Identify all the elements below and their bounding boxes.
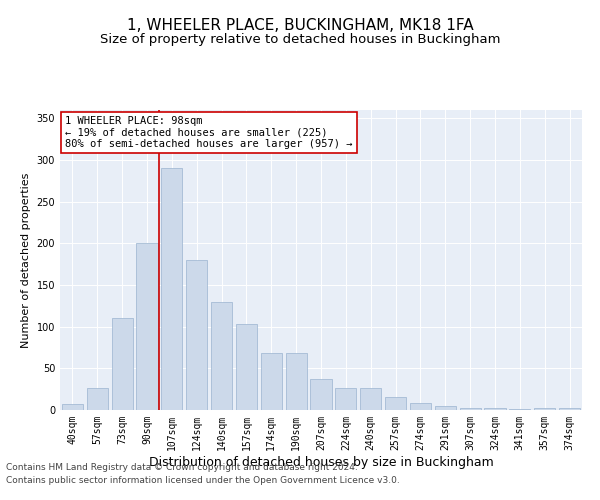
Text: Contains HM Land Registry data © Crown copyright and database right 2024.: Contains HM Land Registry data © Crown c… bbox=[6, 464, 358, 472]
Bar bbox=[360, 388, 381, 410]
Bar bbox=[261, 354, 282, 410]
Text: Contains public sector information licensed under the Open Government Licence v3: Contains public sector information licen… bbox=[6, 476, 400, 485]
Bar bbox=[286, 354, 307, 410]
Bar bbox=[211, 302, 232, 410]
Bar bbox=[460, 408, 481, 410]
Bar bbox=[484, 408, 506, 410]
Bar bbox=[435, 406, 456, 410]
Text: 1 WHEELER PLACE: 98sqm
← 19% of detached houses are smaller (225)
80% of semi-de: 1 WHEELER PLACE: 98sqm ← 19% of detached… bbox=[65, 116, 353, 149]
Text: Size of property relative to detached houses in Buckingham: Size of property relative to detached ho… bbox=[100, 32, 500, 46]
Y-axis label: Number of detached properties: Number of detached properties bbox=[21, 172, 31, 348]
X-axis label: Distribution of detached houses by size in Buckingham: Distribution of detached houses by size … bbox=[149, 456, 493, 468]
Bar bbox=[559, 408, 580, 410]
Bar bbox=[310, 379, 332, 410]
Bar bbox=[62, 404, 83, 410]
Bar bbox=[186, 260, 207, 410]
Bar bbox=[136, 244, 158, 410]
Bar bbox=[236, 324, 257, 410]
Bar bbox=[385, 396, 406, 410]
Bar bbox=[161, 168, 182, 410]
Bar bbox=[87, 388, 108, 410]
Bar bbox=[534, 408, 555, 410]
Bar bbox=[410, 404, 431, 410]
Bar bbox=[335, 388, 356, 410]
Text: 1, WHEELER PLACE, BUCKINGHAM, MK18 1FA: 1, WHEELER PLACE, BUCKINGHAM, MK18 1FA bbox=[127, 18, 473, 32]
Bar bbox=[509, 409, 530, 410]
Bar bbox=[112, 318, 133, 410]
